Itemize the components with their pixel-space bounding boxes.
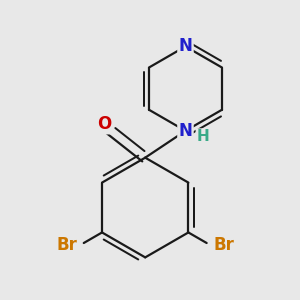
Text: O: O xyxy=(97,115,111,133)
Text: N: N xyxy=(178,122,192,140)
Text: Br: Br xyxy=(56,236,77,254)
Text: Br: Br xyxy=(214,236,234,254)
Text: N: N xyxy=(178,38,192,56)
Text: H: H xyxy=(196,129,209,144)
